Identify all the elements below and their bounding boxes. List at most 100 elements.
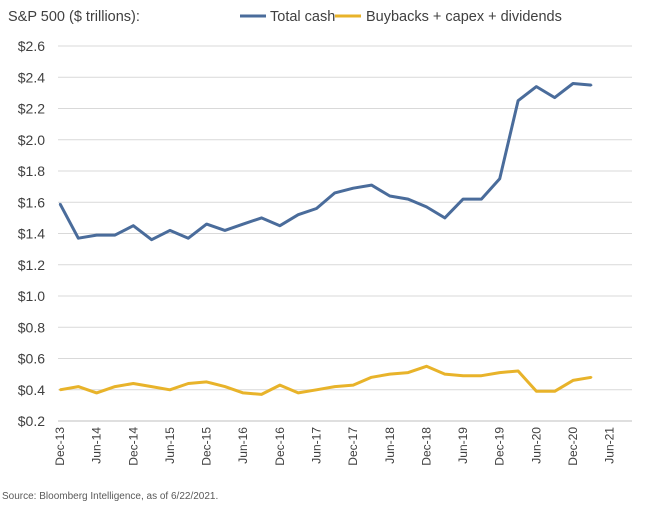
data-point [297, 213, 300, 216]
x-tick-label: Dec-15 [200, 427, 214, 466]
data-point [553, 96, 556, 99]
data-point [443, 216, 446, 219]
x-tick-label: Dec-20 [566, 427, 580, 466]
data-point [150, 385, 153, 388]
y-tick-label: $0.8 [18, 319, 45, 335]
data-point [388, 373, 391, 376]
y-tick-label: $1.4 [18, 226, 45, 242]
x-tick-label: Dec-16 [273, 427, 287, 466]
data-point [352, 384, 355, 387]
data-point [114, 234, 116, 237]
data-point [297, 391, 300, 394]
data-point [187, 237, 190, 240]
data-point [77, 237, 80, 240]
y-tick-label: $0.4 [18, 382, 45, 398]
series-line-total-cash [58, 82, 592, 242]
y-tick-label: $2.2 [18, 101, 45, 117]
data-point [168, 229, 171, 232]
series-lines [58, 82, 593, 396]
data-point [388, 195, 391, 197]
data-point [242, 223, 245, 226]
x-tick-label: Jun-19 [456, 427, 470, 464]
data-point [498, 371, 501, 374]
y-tick-label: $2.0 [18, 132, 45, 148]
data-point [132, 382, 135, 385]
data-point [278, 384, 281, 387]
data-point [132, 224, 135, 227]
data-point [535, 390, 538, 393]
legend: S&P 500 ($ trillions): Total cash Buybac… [8, 9, 562, 25]
y-tick-label: $1.8 [18, 163, 45, 179]
data-point [242, 391, 245, 394]
data-point [517, 370, 520, 372]
data-point [95, 234, 98, 237]
data-point [333, 191, 336, 194]
data-point [553, 390, 556, 393]
data-point [260, 216, 263, 219]
x-tick-label: Dec-17 [346, 427, 360, 466]
data-point [462, 374, 465, 377]
data-point [590, 84, 593, 87]
x-tick-label: Jun-16 [236, 427, 250, 464]
data-point [315, 207, 318, 210]
y-tick-label: $2.4 [18, 69, 45, 85]
y-tick-label: $2.6 [18, 38, 45, 54]
x-tick-label: Dec-14 [126, 427, 140, 466]
x-tick-label: Dec-13 [53, 427, 67, 466]
data-point [352, 187, 355, 190]
data-point [260, 393, 263, 396]
legend-label-total-cash: Total cash [270, 9, 335, 25]
data-point [150, 238, 153, 241]
y-axis-ticks: $2.6 $2.4 $2.2 $2.0 $1.8 $1.6 $1.4 $1.2 $1.0 $0.8… [18, 38, 45, 429]
data-point [590, 376, 593, 379]
data-point [223, 385, 226, 388]
data-point [95, 391, 98, 394]
data-point [572, 379, 574, 382]
data-point [315, 388, 318, 391]
y-tick-label: $1.6 [18, 194, 45, 210]
data-point [59, 202, 61, 205]
chart-title: S&P 500 ($ trillions): [8, 9, 140, 25]
data-point [407, 371, 410, 374]
y-tick-label: $1.0 [18, 288, 45, 304]
data-point [572, 82, 574, 85]
data-point [168, 388, 171, 391]
data-point [223, 229, 226, 232]
x-axis-ticks: Dec-13 Jun-14 Dec-14 Jun-15 Dec-15 Jun-16 Dec-… [53, 427, 617, 466]
data-point [370, 376, 373, 379]
data-point [425, 365, 428, 368]
x-tick-label: Jun-21 [603, 427, 617, 464]
x-tick-label: Jun-14 [90, 427, 104, 464]
x-tick-label: Jun-15 [163, 427, 177, 464]
data-point [535, 85, 538, 88]
x-tick-label: Jun-20 [529, 427, 543, 464]
data-point [498, 177, 501, 180]
data-point [205, 380, 208, 383]
data-point [77, 385, 80, 388]
data-point [407, 198, 410, 201]
data-point [333, 385, 336, 388]
data-point [114, 385, 116, 388]
x-tick-label: Jun-18 [383, 427, 397, 464]
source-note: Source: Bloomberg Intelligence, as of 6/… [2, 491, 219, 502]
y-tick-label: $0.6 [18, 351, 45, 367]
data-point [480, 374, 483, 377]
data-point [480, 198, 483, 201]
data-point [443, 373, 446, 376]
data-point [370, 184, 373, 187]
data-point [425, 205, 428, 208]
data-point [517, 99, 520, 102]
data-point [278, 224, 281, 227]
data-point [462, 198, 465, 201]
data-point [205, 223, 208, 226]
x-tick-label: Dec-19 [493, 427, 507, 466]
y-tick-label: $1.2 [18, 257, 45, 273]
data-point [187, 382, 190, 385]
x-tick-label: Dec-18 [419, 427, 433, 466]
y-tick-label: $0.2 [18, 413, 45, 429]
data-point [59, 388, 61, 391]
series-line-buybacks-capex-dividends [59, 364, 592, 396]
x-tick-label: Jun-17 [310, 427, 324, 464]
legend-label-buybacks: Buybacks + capex + dividends [366, 9, 562, 25]
